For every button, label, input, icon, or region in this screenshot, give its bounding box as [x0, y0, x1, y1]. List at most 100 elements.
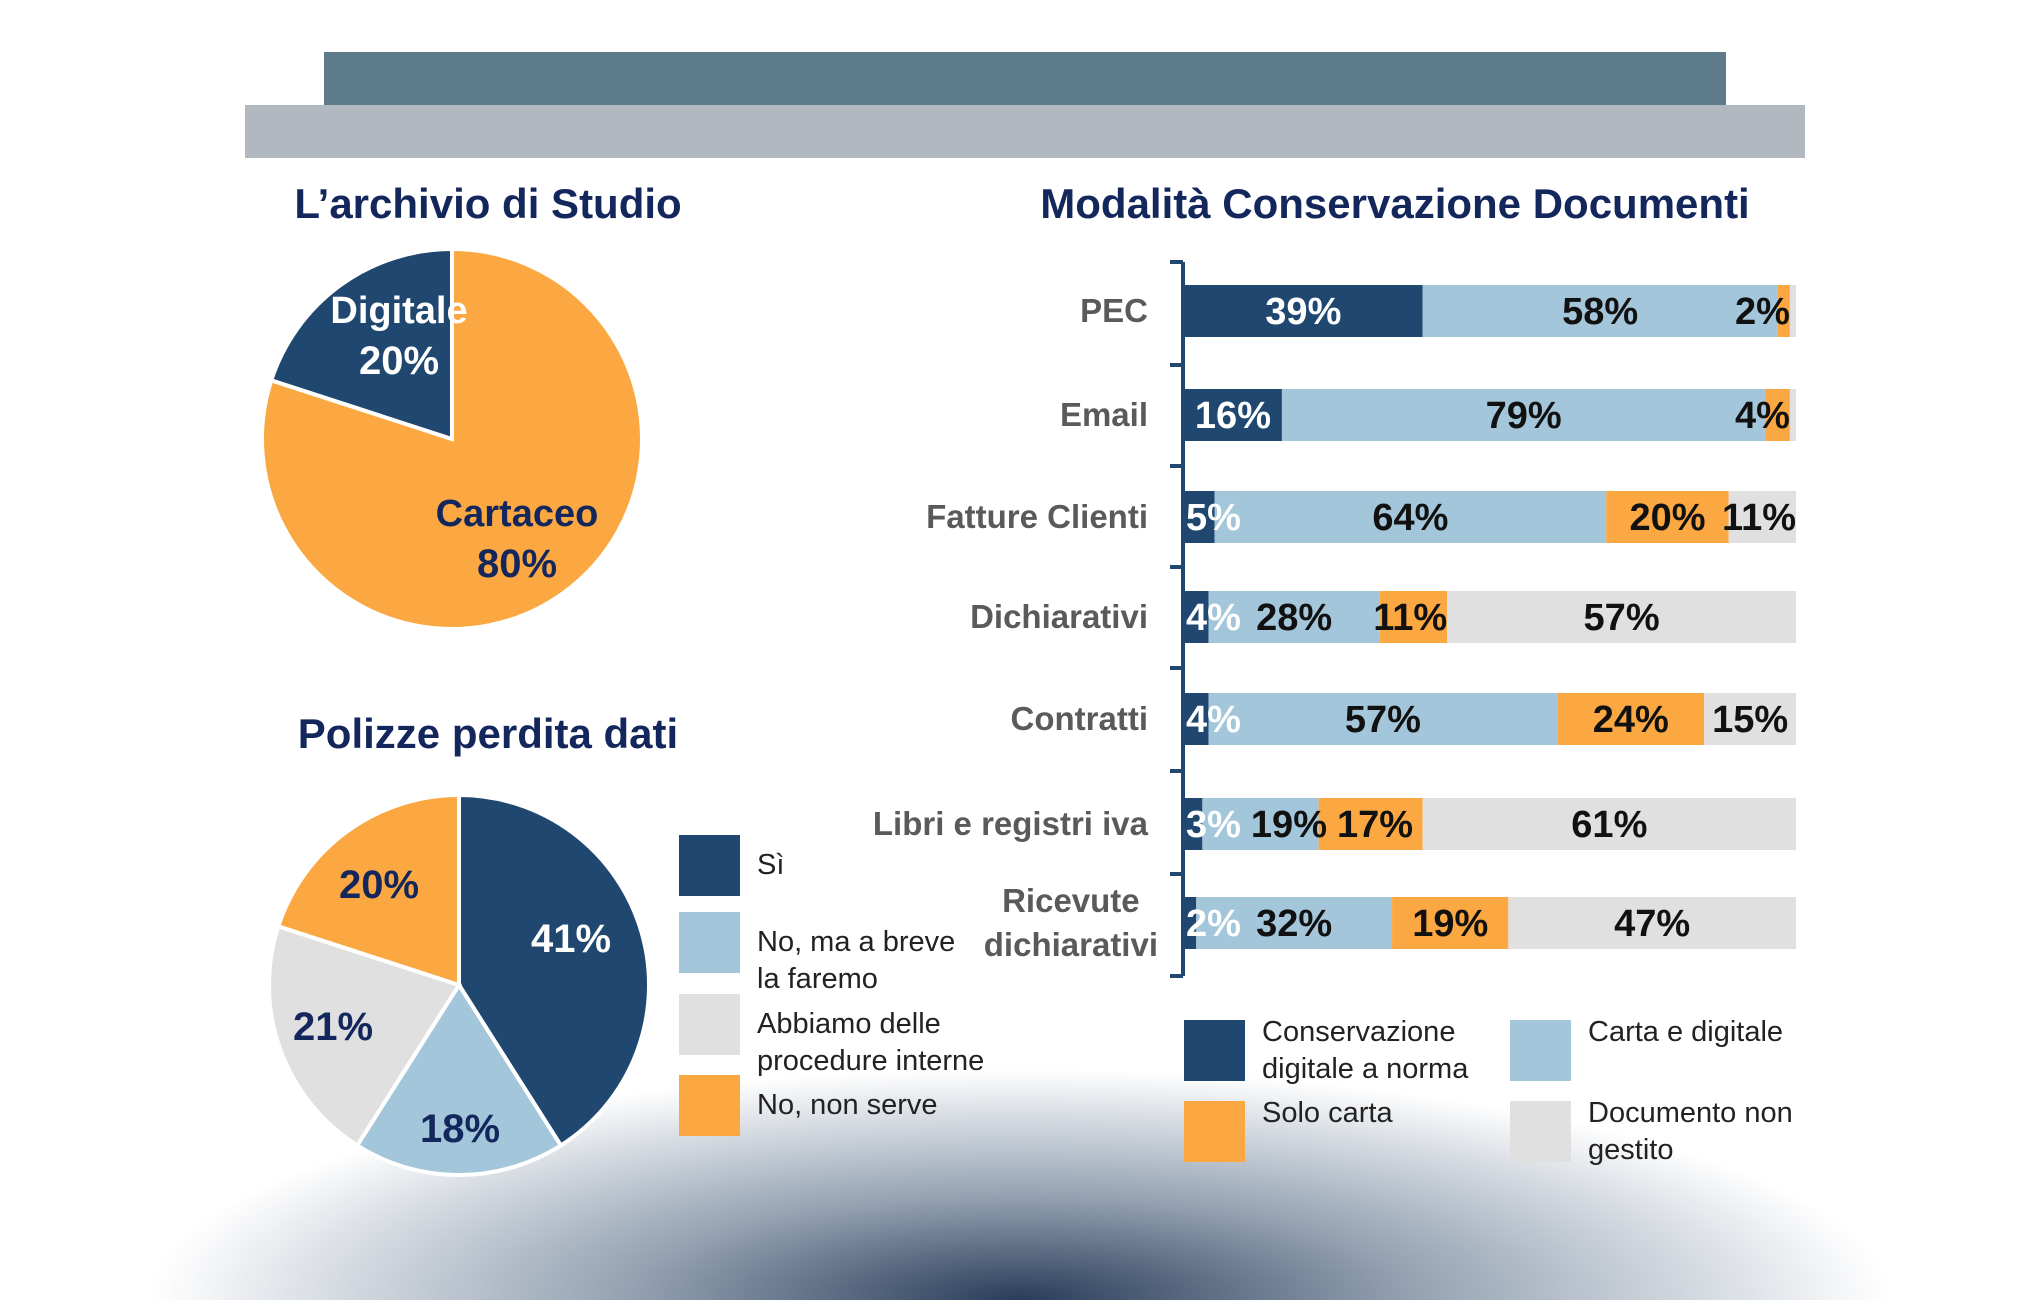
bar-segment	[1379, 591, 1448, 643]
bar-segment	[1704, 693, 1796, 745]
bar-segment	[1392, 897, 1509, 949]
pie-slice-no-non-serve	[275, 792, 461, 988]
legend-label: No, non serve	[757, 1089, 938, 1121]
bar-segment	[1202, 798, 1319, 850]
legend-swatch	[1184, 1101, 1245, 1162]
legend-swatch	[1510, 1020, 1571, 1081]
legend-label: Conservazione digitale a norma	[1262, 1016, 1469, 1085]
bar-value-label: 4%	[1186, 597, 1241, 639]
bar-segment	[1208, 591, 1380, 643]
bar-segment	[1184, 798, 1203, 850]
bar-segment	[1184, 491, 1215, 543]
bar-segment	[1208, 693, 1558, 745]
bar-segment	[1422, 285, 1778, 337]
bar-segment	[1318, 798, 1423, 850]
legend-label: Documento non gestito	[1588, 1097, 1793, 1166]
bar-value-label: 17%	[1337, 804, 1413, 846]
legend-swatch	[1510, 1101, 1571, 1162]
pie-label-value: 20%	[359, 339, 439, 383]
pie-label-value: 21%	[293, 1005, 373, 1049]
bar-value-label: 32%	[1256, 903, 1332, 945]
bar-segment	[1777, 285, 1790, 337]
legend-swatch	[679, 1075, 740, 1136]
bar-value-label: 2%	[1735, 291, 1790, 333]
bar-value-label: 11%	[1373, 597, 1447, 639]
category-label: Fatture Clienti	[926, 498, 1148, 535]
bar-value-label: 39%	[1265, 291, 1341, 333]
bar-segment	[1184, 285, 1423, 337]
pie-slice-digitale	[268, 246, 454, 442]
bar-value-label: 47%	[1614, 903, 1690, 945]
bar-segment	[1422, 798, 1796, 850]
bar-chart-title: Modalità Conservazione Documenti	[1040, 180, 1750, 227]
bar-value-label: 16%	[1195, 395, 1271, 437]
bar-value-label: 4%	[1735, 395, 1790, 437]
category-label: Contratti	[1010, 700, 1148, 737]
bar-value-label: 57%	[1584, 597, 1660, 639]
bar-value-label: 19%	[1412, 903, 1488, 945]
bar-segment	[1765, 389, 1790, 441]
category-label: Libri e registri iva	[872, 805, 1148, 842]
bar-segment	[1184, 897, 1197, 949]
bar-segment	[1447, 591, 1796, 643]
bar-segment	[1508, 897, 1796, 949]
legend-label: Sì	[757, 849, 785, 881]
legend-label: No, ma a breve la faremo	[757, 926, 956, 995]
pie-slice-no-ma-a-breve-la-faremo	[354, 981, 564, 1177]
header-banner-base	[245, 105, 1805, 158]
bar-value-label: 2%	[1186, 903, 1241, 945]
bar-value-label: 15%	[1712, 699, 1788, 741]
pie-label-name: Digitale	[330, 290, 467, 332]
legend-label: Solo carta	[1262, 1097, 1393, 1129]
charts-canvas: Digitale 20% Cartaceo 80% 41% 18% 21% 20% 39% 58%…	[262, 246, 1796, 1177]
bar-segment	[1789, 389, 1796, 441]
legend-item: No, ma a breve la faremo	[679, 912, 955, 998]
bar-value-label: 4%	[1186, 699, 1241, 741]
bar-segment	[1196, 897, 1393, 949]
bar-segment	[1728, 491, 1796, 543]
legend-item: Sì	[679, 835, 784, 896]
legend-label: Abbiamo delle procedure interne	[757, 1008, 985, 1077]
legend-swatch	[679, 994, 740, 1055]
bar-value-label: 19%	[1251, 804, 1327, 846]
pie-label-value: 18%	[420, 1107, 500, 1151]
bar-value-label: 64%	[1372, 497, 1448, 539]
bar-segment	[1184, 389, 1282, 441]
bar-segment	[1214, 491, 1607, 543]
bar-segment	[1789, 285, 1796, 337]
bar-value-label: 3%	[1186, 804, 1241, 846]
bar-value-label: 28%	[1256, 597, 1332, 639]
pie-label-value: 41%	[531, 917, 611, 961]
bar-segment	[1557, 693, 1705, 745]
bar-legend-item: Solo carta	[1184, 1097, 1393, 1162]
bar-segment	[1281, 389, 1766, 441]
bar-value-label: 58%	[1562, 291, 1638, 333]
policy-chart-title: Polizze perdita dati	[297, 710, 679, 757]
pie-label-name: Cartaceo	[436, 493, 599, 535]
bar-value-label: 57%	[1345, 699, 1421, 741]
legend-label: Carta e digitale	[1588, 1016, 1784, 1048]
legend-item: Abbiamo delle procedure interne	[679, 994, 984, 1080]
legend-item: No, non serve	[679, 1075, 938, 1136]
bar-value-label: 61%	[1571, 804, 1647, 846]
bar-value-label: 79%	[1486, 395, 1562, 437]
category-label: Dichiarativi	[970, 598, 1148, 635]
legend-swatch	[679, 835, 740, 896]
legend-swatch	[1184, 1020, 1245, 1081]
bar-value-label: 24%	[1593, 699, 1669, 741]
bar-segment	[1184, 591, 1209, 643]
pie-label-value: 80%	[477, 542, 557, 586]
header-banner	[324, 52, 1726, 105]
bar-legend-item: Documento non gestito	[1510, 1097, 1793, 1169]
category-label: PEC	[1080, 292, 1148, 329]
bar-value-label: 5%	[1186, 497, 1241, 539]
category-label: Ricevute dichiarativi	[983, 882, 1158, 963]
bar-legend-item: Conservazione digitale a norma	[1184, 1016, 1468, 1088]
archive-chart-title: L’archivio di Studio	[294, 180, 682, 227]
legend-swatch	[679, 912, 740, 973]
category-label: Email	[1059, 396, 1148, 433]
bar-legend-item: Carta e digitale	[1510, 1016, 1783, 1081]
pie-label-value: 20%	[339, 863, 419, 907]
bar-segment	[1606, 491, 1729, 543]
pie-slice-abbiamo-delle-procedure-interne	[267, 923, 463, 1149]
